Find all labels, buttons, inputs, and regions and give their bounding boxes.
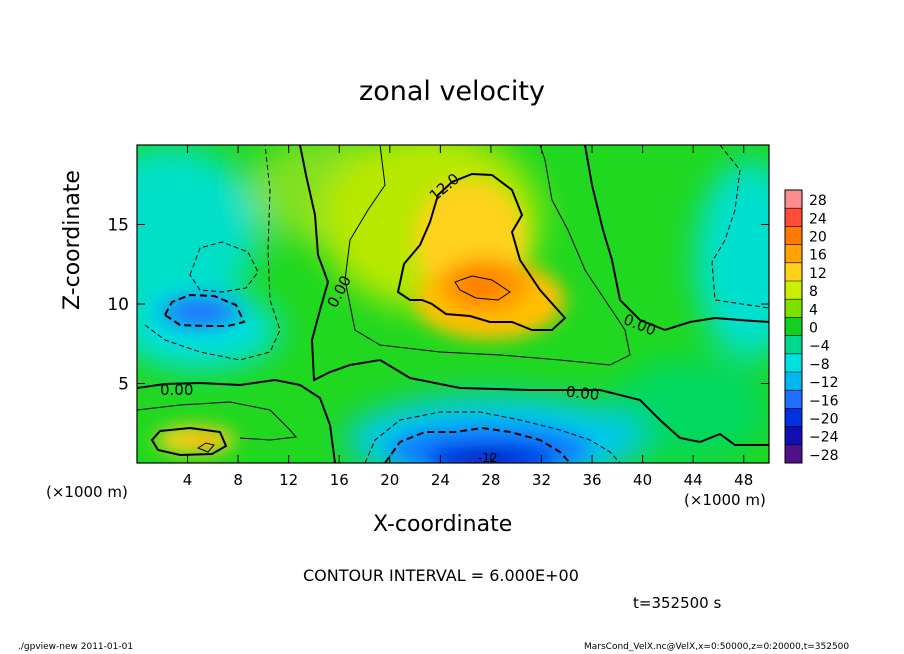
colorbar-swatch: [785, 353, 802, 373]
x-tick-label: 36: [582, 471, 601, 489]
x-tick-label: 4: [183, 471, 193, 489]
colorbar-label: −12: [809, 375, 839, 391]
colorbar-label: 28: [809, 193, 827, 209]
velocity-field: [137, 145, 769, 463]
colorbar-label: 24: [809, 211, 827, 227]
colorbar-swatch: [785, 390, 802, 409]
x-unit-label-right: (×1000 m): [684, 491, 766, 509]
colorbar-label: −20: [809, 412, 839, 428]
colorbar-swatch: [785, 190, 802, 209]
colorbar-label: 8: [809, 284, 818, 300]
colorbar-swatch: [785, 299, 802, 318]
x-tick-label: 32: [532, 471, 551, 489]
colorbar-label: −24: [809, 430, 839, 446]
colorbar-swatch: [785, 426, 802, 446]
x-tick-label: 16: [330, 471, 349, 489]
y-tick-label: 15: [107, 216, 129, 236]
x-tick-label: 12: [279, 471, 298, 489]
colorbar-swatch: [785, 408, 802, 428]
colorbar-swatch: [785, 372, 802, 391]
y-axis: 5 10 15: [107, 216, 769, 395]
colorbar-label: 12: [809, 266, 827, 282]
chart-title: zonal velocity: [359, 76, 545, 107]
colorbar-swatch: [785, 208, 802, 227]
colorbar-swatch: [785, 262, 802, 282]
colorbar-frame: [784, 189, 803, 464]
colorbar-label: 20: [809, 230, 827, 246]
colorbar-label: −8: [809, 357, 830, 373]
x-tick-label: 24: [431, 471, 450, 489]
y-axis-label: Z-coordinate: [60, 170, 85, 310]
colorbar-label: −28: [809, 448, 839, 464]
colorbar-swatch: [785, 244, 802, 264]
colorbar-swatch: [785, 335, 802, 355]
colorbar-swatch: [785, 226, 802, 246]
x-tick-label: 28: [481, 471, 500, 489]
colorbar: 28 24 20 16 12 8 4 0 −4 −8 −12 −16 −20 −24 −28: [784, 189, 839, 464]
x-axis-label: X-coordinate: [373, 512, 513, 537]
colorbar-label: 4: [809, 302, 818, 318]
contour-label: -12: [478, 451, 498, 465]
x-tick-label: 20: [380, 471, 399, 489]
contour-label: 0.00: [160, 381, 193, 399]
x-tick-label: 40: [633, 471, 652, 489]
colorbar-label: 16: [809, 248, 827, 264]
x-unit-label-left: (×1000 m): [46, 483, 128, 501]
x-tick-label: 8: [233, 471, 243, 489]
colorbar-label: 0: [809, 321, 818, 337]
colorbar-label: −4: [809, 339, 830, 355]
colorbar-label: −16: [809, 393, 839, 409]
y-tick-label: 5: [118, 375, 129, 395]
colorbar-swatch: [785, 281, 802, 300]
contour-interval-text: CONTOUR INTERVAL = 6.000E+00: [303, 566, 579, 585]
colorbar-swatch: [785, 444, 802, 464]
x-tick-label: 48: [734, 471, 753, 489]
colorbar-swatch: [785, 317, 802, 337]
x-axis: 4 8 12 16 20 24 28 32 36 40 44 48: [183, 145, 753, 489]
footer-left: ./gpview-new 2011-01-01: [18, 642, 134, 652]
time-label: t=352500 s: [633, 594, 722, 612]
footer-right: MarsCond_VelX.nc@VelX,x=0:50000,z=0:2000…: [584, 642, 850, 652]
y-tick-label: 10: [107, 295, 129, 315]
contour-label: 0.00: [565, 383, 600, 404]
x-tick-label: 44: [684, 471, 703, 489]
